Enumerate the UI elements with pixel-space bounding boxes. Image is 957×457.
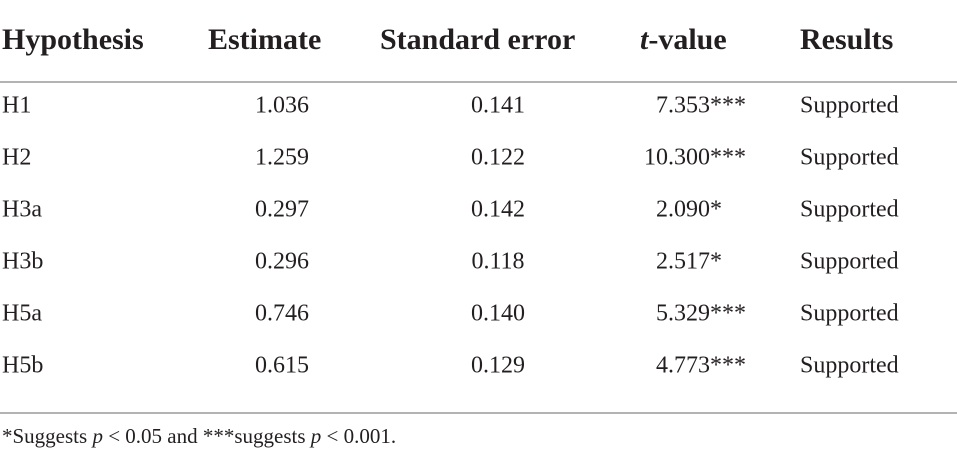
- footnote: *Suggests p < 0.05 and ***suggests p < 0…: [2, 424, 396, 448]
- se-cell: 0.142: [471, 197, 525, 223]
- se-cell: 0.118: [471, 249, 524, 275]
- t-value-cell: 10.300***: [644, 145, 746, 171]
- estimate-cell: 1.259: [255, 145, 309, 171]
- t-value-cell: 4.773***: [656, 353, 746, 379]
- se-cell: 0.140: [471, 301, 525, 327]
- result-cell: Supported: [800, 301, 899, 327]
- estimate-cell: 0.296: [255, 249, 309, 275]
- estimate-cell: 0.746: [255, 301, 309, 327]
- t-value-cell: 2.090*: [656, 197, 722, 223]
- footnote-part: < 0.05 and ***suggests: [103, 424, 311, 448]
- se-cell: 0.122: [471, 145, 525, 171]
- hypothesis-cell: H5b: [2, 353, 43, 379]
- se-cell: 0.141: [471, 93, 525, 119]
- result-cell: Supported: [800, 249, 899, 275]
- column-header: Standard error: [380, 23, 575, 56]
- hypothesis-cell: H3b: [2, 249, 43, 275]
- result-cell: Supported: [800, 353, 899, 379]
- estimate-cell: 0.297: [255, 197, 309, 223]
- hypothesis-cell: H3a: [2, 197, 42, 223]
- header-text: -value: [648, 23, 726, 56]
- column-header: Results: [800, 23, 893, 56]
- column-header: t-value: [640, 23, 727, 56]
- se-cell: 0.129: [471, 353, 525, 379]
- footnote-part: p: [90, 424, 103, 448]
- result-cell: Supported: [800, 93, 899, 119]
- result-cell: Supported: [800, 145, 899, 171]
- column-header: Estimate: [208, 23, 321, 56]
- result-cell: Supported: [800, 197, 899, 223]
- footnote-part: < 0.001.: [321, 424, 396, 448]
- t-value-cell: 2.517*: [656, 249, 722, 275]
- estimate-cell: 0.615: [255, 353, 309, 379]
- header-italic: t: [640, 23, 650, 56]
- footnote-part: p: [309, 424, 322, 448]
- column-header: Hypothesis: [2, 23, 144, 56]
- t-value-cell: 7.353***: [656, 93, 746, 119]
- estimate-cell: 1.036: [255, 93, 309, 119]
- hypothesis-cell: H1: [2, 93, 31, 119]
- t-value-cell: 5.329***: [656, 301, 746, 327]
- hypothesis-cell: H2: [2, 145, 31, 171]
- footnote-part: *Suggests: [2, 424, 92, 448]
- hypothesis-cell: H5a: [2, 301, 42, 327]
